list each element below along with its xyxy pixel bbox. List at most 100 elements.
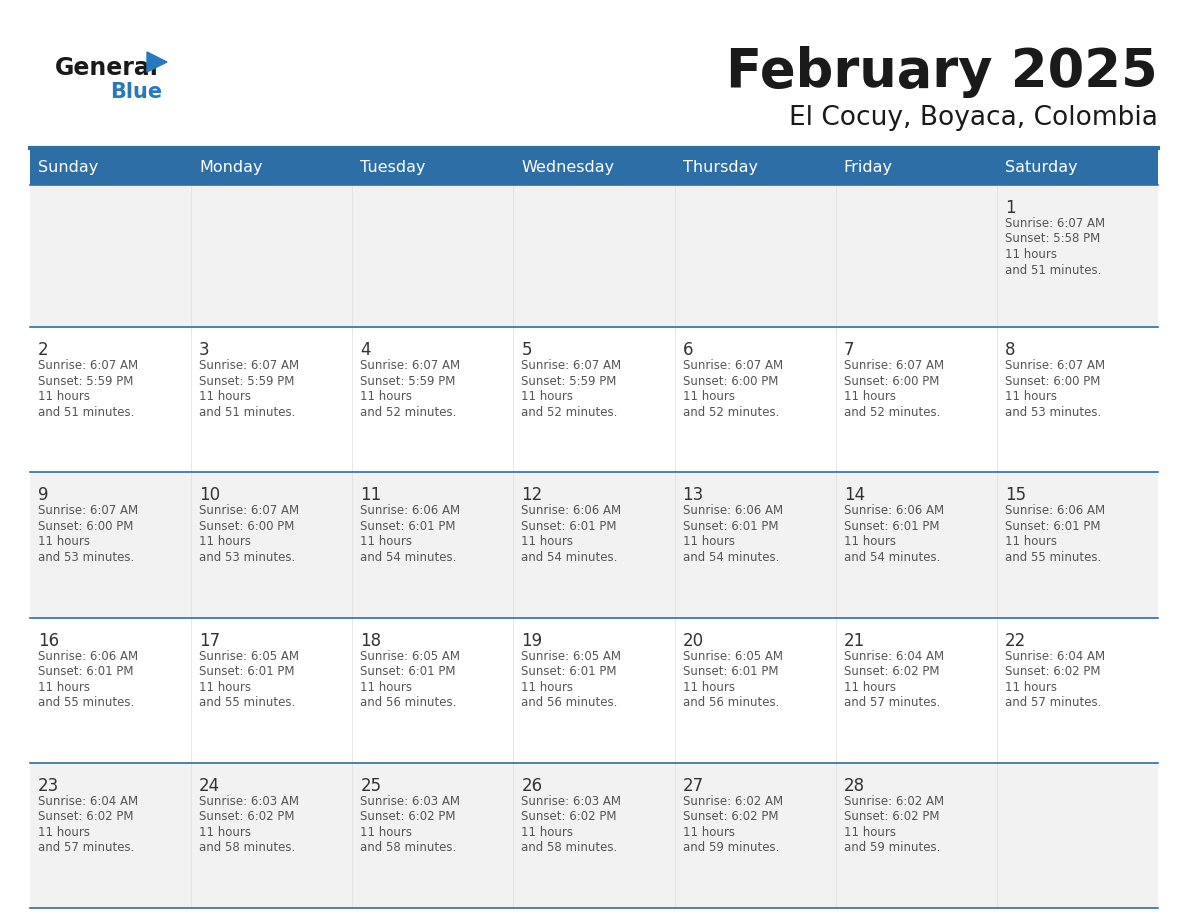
Text: 19: 19 [522,632,543,650]
Text: Sunrise: 6:07 AM: Sunrise: 6:07 AM [200,359,299,372]
Text: Sunrise: 6:06 AM: Sunrise: 6:06 AM [843,504,943,518]
Text: and 53 minutes.: and 53 minutes. [200,551,296,564]
Text: Sunrise: 6:07 AM: Sunrise: 6:07 AM [200,504,299,518]
Bar [675,150,835,185]
Text: 11 hours: 11 hours [360,390,412,403]
Text: and 56 minutes.: and 56 minutes. [360,696,456,709]
Text: Sunrise: 6:06 AM: Sunrise: 6:06 AM [38,650,138,663]
Bar [835,150,997,185]
Text: 11 hours: 11 hours [683,390,734,403]
Bar [513,150,675,185]
Text: 27: 27 [683,777,703,795]
Text: and 51 minutes.: and 51 minutes. [1005,263,1101,276]
Text: 23: 23 [38,777,59,795]
Text: 14: 14 [843,487,865,504]
Text: Sunset: 6:02 PM: Sunset: 6:02 PM [360,811,456,823]
Bar [30,763,191,908]
Text: Sunset: 6:02 PM: Sunset: 6:02 PM [843,811,940,823]
Text: Sunset: 6:01 PM: Sunset: 6:01 PM [38,665,133,678]
Text: Sunset: 6:02 PM: Sunset: 6:02 PM [1005,665,1100,678]
Text: and 57 minutes.: and 57 minutes. [38,841,134,855]
Text: Sunrise: 6:04 AM: Sunrise: 6:04 AM [843,650,943,663]
Bar [353,618,513,763]
Bar [513,327,675,473]
Text: 26: 26 [522,777,543,795]
Text: 17: 17 [200,632,220,650]
Text: 11 hours: 11 hours [522,826,574,839]
Text: 11 hours: 11 hours [843,826,896,839]
Text: 9: 9 [38,487,49,504]
Text: 11 hours: 11 hours [38,535,90,548]
Text: 11 hours: 11 hours [360,535,412,548]
Text: 11 hours: 11 hours [360,680,412,694]
Text: 11 hours: 11 hours [522,680,574,694]
Text: 4: 4 [360,341,371,359]
Text: Sunrise: 6:07 AM: Sunrise: 6:07 AM [38,504,138,518]
Bar [353,327,513,473]
Text: Sunset: 6:02 PM: Sunset: 6:02 PM [683,811,778,823]
Text: and 58 minutes.: and 58 minutes. [522,841,618,855]
Text: 8: 8 [1005,341,1016,359]
Text: Saturday: Saturday [1005,160,1078,175]
Text: Sunrise: 6:07 AM: Sunrise: 6:07 AM [360,359,461,372]
Text: Wednesday: Wednesday [522,160,614,175]
Text: and 58 minutes.: and 58 minutes. [200,841,296,855]
Text: Sunset: 6:02 PM: Sunset: 6:02 PM [843,665,940,678]
Text: Sunrise: 6:07 AM: Sunrise: 6:07 AM [1005,359,1105,372]
Text: Sunrise: 6:05 AM: Sunrise: 6:05 AM [360,650,460,663]
Text: Sunset: 6:01 PM: Sunset: 6:01 PM [843,520,940,532]
Text: Sunset: 6:01 PM: Sunset: 6:01 PM [683,665,778,678]
Text: Sunset: 6:02 PM: Sunset: 6:02 PM [38,811,133,823]
Text: Sunrise: 6:06 AM: Sunrise: 6:06 AM [360,504,461,518]
Polygon shape [147,52,168,72]
Text: 11 hours: 11 hours [683,680,734,694]
Text: Sunset: 6:01 PM: Sunset: 6:01 PM [360,665,456,678]
Bar [30,327,191,473]
Text: 13: 13 [683,487,703,504]
Text: 6: 6 [683,341,693,359]
Text: and 53 minutes.: and 53 minutes. [1005,406,1101,419]
Text: Sunrise: 6:05 AM: Sunrise: 6:05 AM [522,650,621,663]
Text: and 59 minutes.: and 59 minutes. [683,841,779,855]
Text: 11 hours: 11 hours [683,535,734,548]
Text: Sunrise: 6:07 AM: Sunrise: 6:07 AM [1005,217,1105,230]
Bar [997,150,1158,185]
Text: Sunset: 6:00 PM: Sunset: 6:00 PM [1005,375,1100,387]
Bar [30,185,191,327]
Text: 24: 24 [200,777,220,795]
Text: Tuesday: Tuesday [360,160,425,175]
Bar [191,763,353,908]
Text: 11 hours: 11 hours [360,826,412,839]
Text: and 54 minutes.: and 54 minutes. [360,551,456,564]
Bar [675,763,835,908]
Bar [835,763,997,908]
Bar [675,327,835,473]
Text: 1: 1 [1005,199,1016,217]
Text: Sunrise: 6:06 AM: Sunrise: 6:06 AM [683,504,783,518]
Text: Sunrise: 6:06 AM: Sunrise: 6:06 AM [1005,504,1105,518]
Text: 25: 25 [360,777,381,795]
Bar [191,618,353,763]
Text: 11 hours: 11 hours [1005,680,1057,694]
Text: Sunrise: 6:05 AM: Sunrise: 6:05 AM [683,650,783,663]
Text: Sunset: 6:01 PM: Sunset: 6:01 PM [522,520,617,532]
Text: 20: 20 [683,632,703,650]
Text: Thursday: Thursday [683,160,758,175]
Text: 7: 7 [843,341,854,359]
Text: Sunrise: 6:03 AM: Sunrise: 6:03 AM [200,795,299,808]
Text: Sunrise: 6:07 AM: Sunrise: 6:07 AM [38,359,138,372]
Text: Sunrise: 6:07 AM: Sunrise: 6:07 AM [683,359,783,372]
Bar [835,618,997,763]
Text: Sunset: 6:02 PM: Sunset: 6:02 PM [200,811,295,823]
Text: 21: 21 [843,632,865,650]
Bar [353,473,513,618]
Text: General: General [55,56,159,80]
Text: Sunset: 6:01 PM: Sunset: 6:01 PM [200,665,295,678]
Text: Sunrise: 6:03 AM: Sunrise: 6:03 AM [522,795,621,808]
Text: Sunset: 5:59 PM: Sunset: 5:59 PM [360,375,456,387]
Bar [513,473,675,618]
Text: 11 hours: 11 hours [522,390,574,403]
Bar [997,185,1158,327]
Text: 3: 3 [200,341,210,359]
Bar [353,185,513,327]
